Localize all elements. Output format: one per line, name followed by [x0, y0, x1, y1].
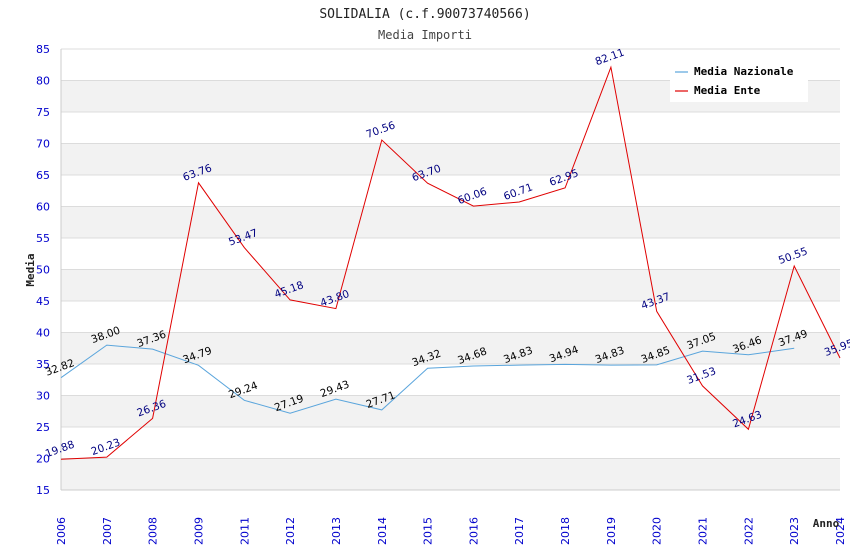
- y-tick-label: 50: [36, 264, 50, 277]
- x-tick-label: 2006: [55, 517, 68, 545]
- y-tick-label: 80: [36, 75, 50, 88]
- y-tick-label: 65: [36, 169, 50, 182]
- background-band: [61, 175, 840, 207]
- x-axis-label: Anno: [813, 517, 840, 530]
- chart-subtitle: Media Importi: [378, 28, 472, 42]
- y-tick-label: 20: [36, 453, 50, 466]
- background-band: [61, 332, 840, 364]
- legend: Media Nazionale Media Ente: [670, 60, 808, 102]
- legend-box: [670, 60, 808, 102]
- x-tick-label: 2019: [605, 517, 618, 545]
- series-line-media-nazionale: [60, 344, 795, 414]
- chart-title: SOLIDALIA (c.f.90073740566): [319, 7, 530, 22]
- axes: 15 20 25 30 35 40 45 50 55 60 65 70 75 80 85 2006 2007 20…: [36, 43, 847, 545]
- y-tick-label: 25: [36, 421, 50, 434]
- y-tick-label: 35: [36, 358, 50, 371]
- x-tick-label: 2020: [651, 517, 664, 545]
- y-tick-label: 15: [36, 484, 50, 497]
- x-tick-label: 2017: [513, 517, 526, 545]
- x-tick-label: 2013: [330, 517, 343, 545]
- background-band: [61, 112, 840, 144]
- y-tick-label: 70: [36, 138, 50, 151]
- x-tick-label: 2007: [101, 517, 114, 545]
- series-lines: [60, 65, 841, 460]
- background-band: [61, 238, 840, 270]
- x-tick-label: 2023: [788, 517, 801, 545]
- y-tick-label: 45: [36, 295, 50, 308]
- y-axis-label: Media: [24, 253, 37, 286]
- y-tick-label: 85: [36, 43, 50, 56]
- y-tick-label: 40: [36, 327, 50, 340]
- x-tick-label: 2014: [376, 517, 389, 545]
- x-tick-label: 2016: [467, 517, 480, 545]
- series-line-media-ente: [60, 65, 841, 460]
- y-tick-label: 30: [36, 390, 50, 403]
- background-band: [61, 395, 840, 427]
- background-band: [61, 206, 840, 238]
- x-tick-label: 2008: [147, 517, 160, 545]
- background-band: [61, 143, 840, 175]
- x-tick-label: 2018: [559, 517, 572, 545]
- background-band: [61, 301, 840, 333]
- background-band: [61, 364, 840, 396]
- background-band: [61, 269, 840, 301]
- background-band: [61, 458, 840, 490]
- x-tick-label: 2012: [284, 517, 297, 545]
- y-tick-label: 75: [36, 106, 50, 119]
- x-tick-label: 2009: [192, 517, 205, 545]
- x-tick-label: 2015: [422, 517, 435, 545]
- x-tick-label: 2024: [834, 517, 847, 545]
- y-tick-label: 55: [36, 232, 50, 245]
- x-tick-label: 2022: [742, 517, 755, 545]
- legend-label-media-nazionale: Media Nazionale: [694, 65, 794, 78]
- x-tick-label: 2011: [238, 517, 251, 545]
- gridlines: [61, 48, 840, 491]
- background-band: [61, 427, 840, 459]
- y-tick-label: 60: [36, 201, 50, 214]
- x-tick-label: 2021: [697, 517, 710, 545]
- legend-label-media-ente: Media Ente: [694, 84, 761, 97]
